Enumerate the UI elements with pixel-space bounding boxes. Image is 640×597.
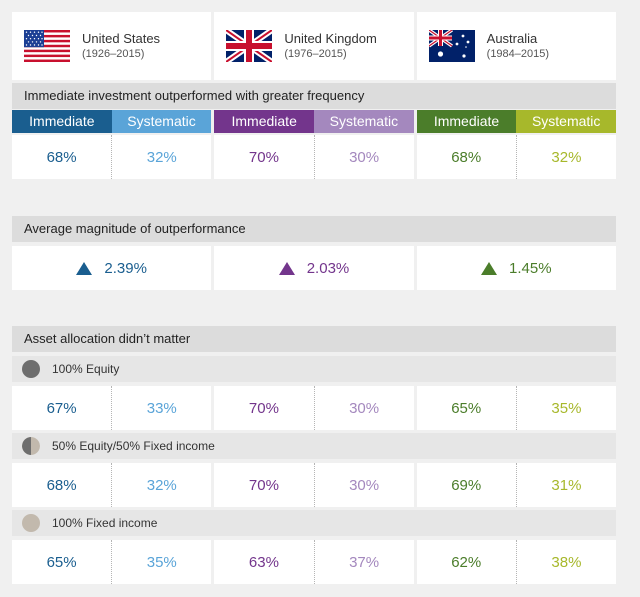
column-label-row: Immediate Systematic Immediate Systemati… <box>12 110 617 133</box>
section-magnitude-title: Average magnitude of outperformance <box>12 216 616 242</box>
allocation-group-label: 50% Equity/50% Fixed income <box>52 439 215 453</box>
au-immediate-value: 69% <box>451 476 482 494</box>
section-allocation-title: Asset allocation didn’t matter <box>12 326 616 352</box>
uk-systematic-label: Systematic <box>314 110 414 133</box>
us-values: 68% 32% <box>12 135 212 179</box>
country-name: United States <box>82 30 161 46</box>
us-immediate-value: 68% <box>46 476 77 494</box>
au-systematic-label: Systematic <box>516 110 617 133</box>
au-values: 62% 38% <box>416 540 616 584</box>
country-header-row: United States (1926–2015) United Kingdom… <box>12 12 616 80</box>
half-equity-circle-icon <box>22 437 40 455</box>
au-values: 65% 35% <box>416 386 616 430</box>
country-uk: United Kingdom (1976–2015) <box>214 12 414 80</box>
uk-immediate-value: 70% <box>248 148 279 166</box>
us-values: 67% 33% <box>12 386 212 430</box>
us-values: 68% 32% <box>12 463 212 507</box>
up-triangle-icon <box>481 261 498 275</box>
uk-values: 70% 30% <box>214 135 414 179</box>
us-immediate-value: 67% <box>46 399 77 417</box>
up-triangle-icon <box>76 261 93 275</box>
au-values: 69% 31% <box>416 463 616 507</box>
allocation-group-balanced: 50% Equity/50% Fixed income <box>12 433 616 459</box>
au-immediate-value: 68% <box>451 148 482 166</box>
uk-immediate-value: 70% <box>248 399 279 417</box>
magnitude-row: 2.39% 2.03% 1.45% <box>12 246 616 290</box>
uk-immediate-value: 70% <box>248 476 279 494</box>
uk-immediate-label: Immediate <box>214 110 315 133</box>
au-magnitude-value: 1.45% <box>509 259 552 277</box>
au-systematic-value: 31% <box>515 463 616 507</box>
country-us: United States (1926–2015) <box>12 12 212 80</box>
au-systematic-value: 35% <box>515 386 616 430</box>
uk-magnitude: 2.03% <box>214 246 414 290</box>
au-immediate-label: Immediate <box>416 110 517 133</box>
us-systematic-value: 32% <box>111 463 211 507</box>
au-systematic-value: 38% <box>515 540 616 584</box>
us-flag-icon <box>24 30 70 62</box>
us-systematic-value: 32% <box>111 135 211 179</box>
fixed-income-circle-icon <box>22 514 40 532</box>
uk-systematic-value: 30% <box>313 386 414 430</box>
uk-systematic-value: 30% <box>313 135 414 179</box>
us-systematic-value: 35% <box>111 540 211 584</box>
up-triangle-icon <box>278 261 295 275</box>
uk-flag-icon <box>226 30 273 62</box>
allocation-group-label: 100% Equity <box>52 362 120 376</box>
allocation-group-fixed-income: 100% Fixed income <box>12 510 616 536</box>
au-immediate-value: 62% <box>451 553 482 571</box>
us-systematic-value: 33% <box>111 386 211 430</box>
allocation-group-label: 100% Fixed income <box>52 516 158 530</box>
uk-magnitude-value: 2.03% <box>306 259 350 277</box>
us-immediate-value: 68% <box>46 148 77 166</box>
section-frequency-title: Immediate investment outperformed with g… <box>12 83 616 109</box>
country-name: United Kingdom <box>284 30 377 46</box>
us-immediate-value: 65% <box>46 553 77 571</box>
full-equity-circle-icon <box>22 360 40 378</box>
country-years: (1984–2015) <box>486 47 550 60</box>
uk-systematic-value: 30% <box>313 463 414 507</box>
au-values: 68% 32% <box>416 135 616 179</box>
country-years: (1976–2015) <box>284 47 347 60</box>
country-name: Australia <box>486 30 538 46</box>
uk-immediate-value: 63% <box>248 553 279 571</box>
frequency-values-row: 68% 32% 70% 30% 68% 32% <box>12 135 616 179</box>
us-magnitude-value: 2.39% <box>104 259 147 277</box>
uk-values: 70% 30% <box>214 463 414 507</box>
au-systematic-value: 32% <box>515 135 616 179</box>
country-years: (1926–2015) <box>82 47 145 60</box>
uk-values: 70% 30% <box>214 386 414 430</box>
fixed-income-values-row: 65% 35% 63% 37% 62% 38% <box>12 540 616 584</box>
balanced-values-row: 68% 32% 70% 30% 69% 31% <box>12 463 616 507</box>
allocation-group-equity: 100% Equity <box>12 356 616 382</box>
au-flag-icon <box>428 30 475 62</box>
us-magnitude: 2.39% <box>12 246 212 290</box>
us-values: 65% 35% <box>12 540 212 584</box>
uk-values: 63% 37% <box>214 540 414 584</box>
country-au: Australia (1984–2015) <box>416 12 616 80</box>
au-magnitude: 1.45% <box>416 246 616 290</box>
us-systematic-label: Systematic <box>111 110 212 133</box>
uk-systematic-value: 37% <box>313 540 414 584</box>
us-immediate-label: Immediate <box>12 110 112 133</box>
au-immediate-value: 65% <box>451 399 482 417</box>
equity-values-row: 67% 33% 70% 30% 65% 35% <box>12 386 616 430</box>
